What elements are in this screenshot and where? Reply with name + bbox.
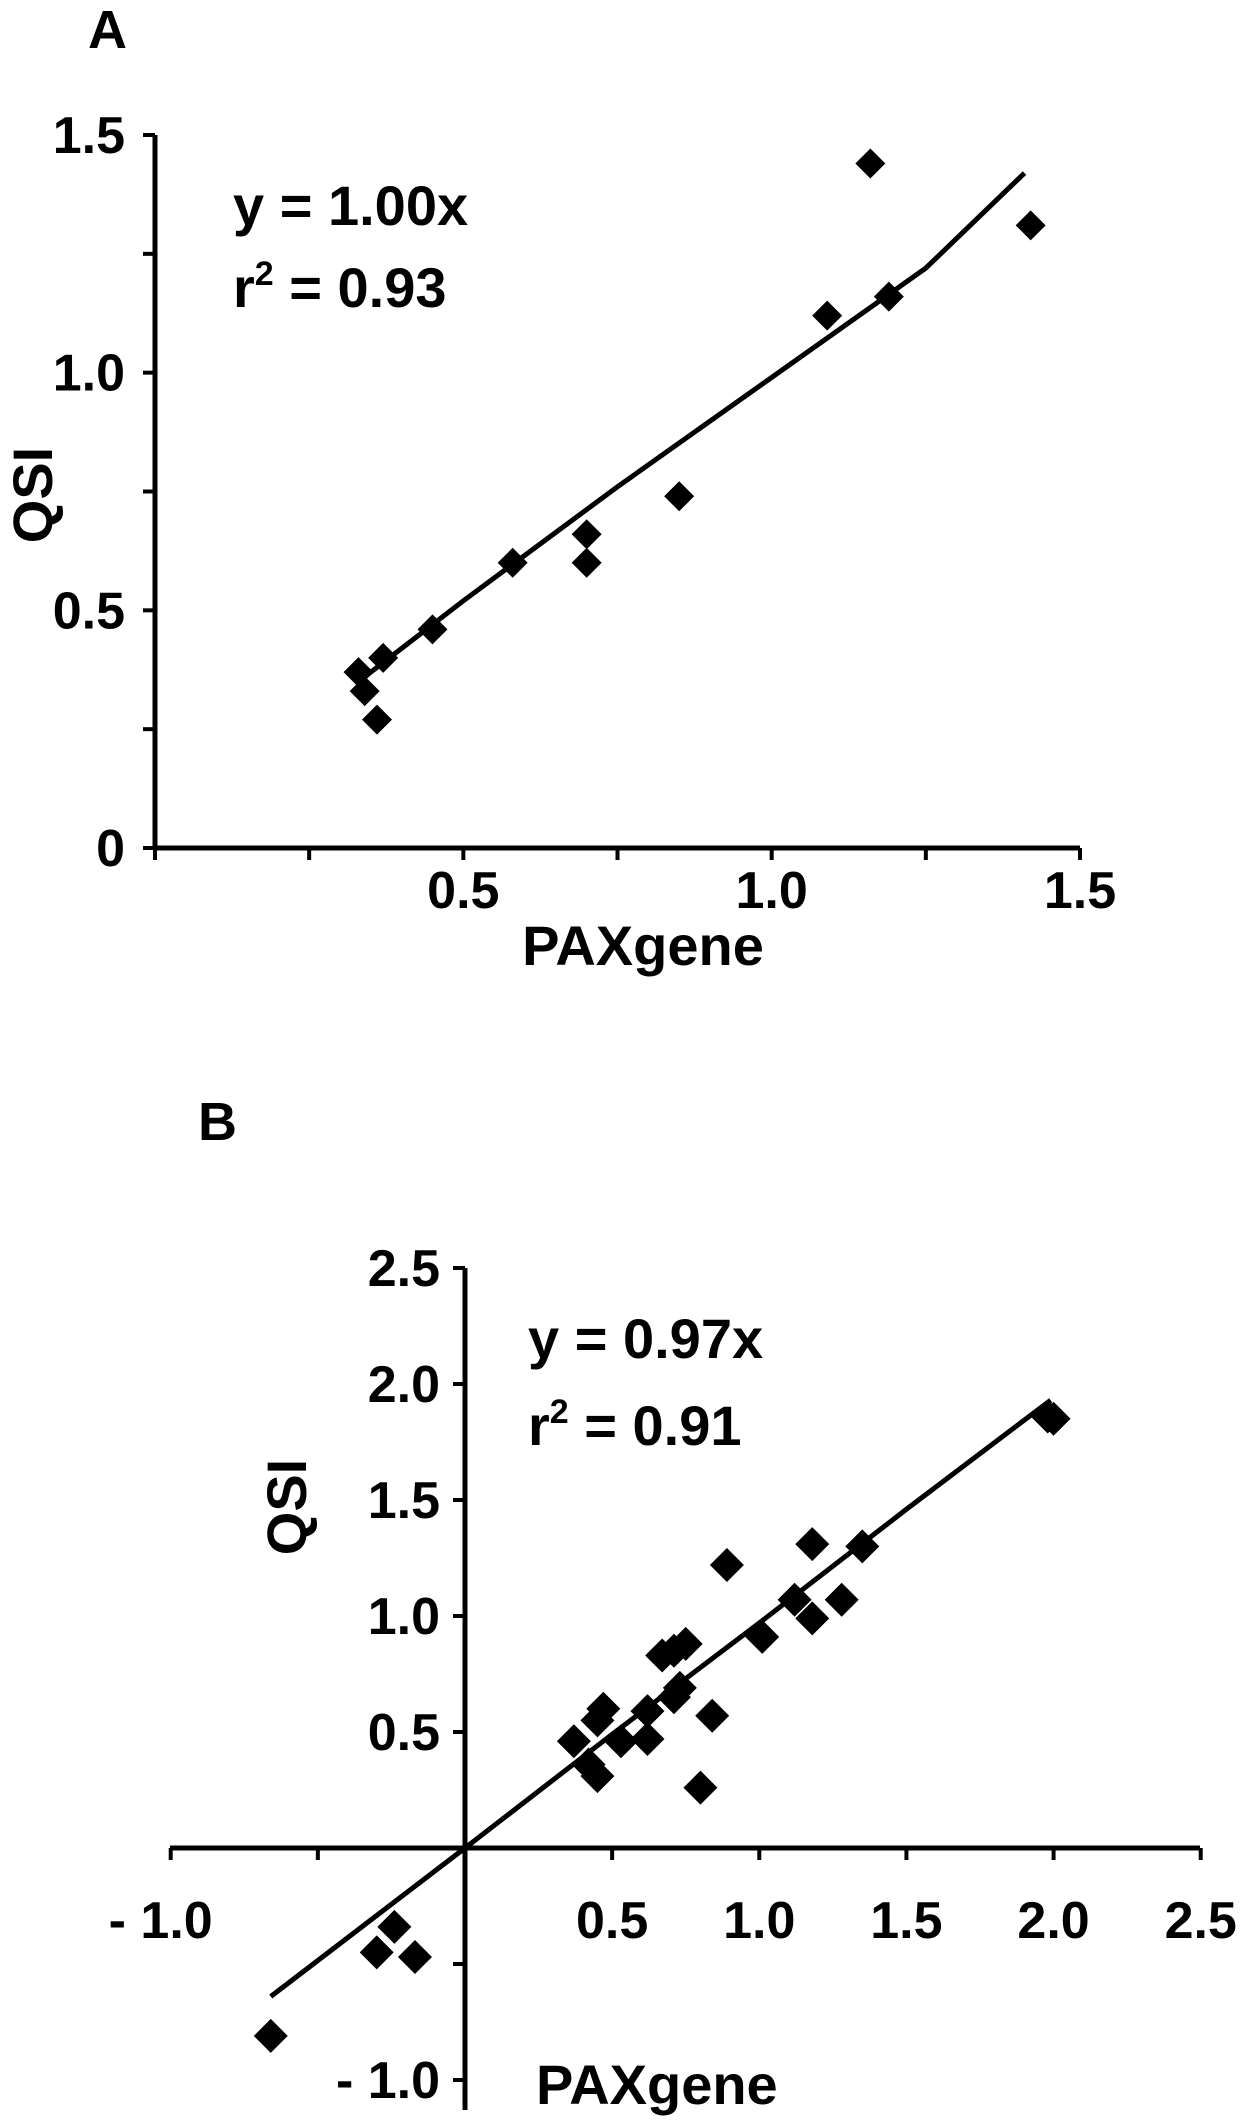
- panel-a-data-point: [571, 519, 602, 550]
- panel-a-x-tick-label: 1.5: [1044, 862, 1116, 920]
- panel-a-label: A: [88, 0, 127, 60]
- panel-b-data-point: [556, 1724, 591, 1759]
- panel-b-x-tick-label: 2.5: [1165, 1892, 1237, 1950]
- panel-b-data-point: [668, 1626, 703, 1661]
- panel-b-data-point: [662, 1670, 697, 1705]
- panel-b-data-point: [745, 1619, 780, 1654]
- panel-a-data-point: [417, 614, 448, 645]
- panel-a-data-point: [855, 148, 886, 179]
- panel-a-x-tick-label: 1.0: [736, 862, 808, 920]
- panel-b-data-point: [777, 1582, 812, 1617]
- panel-b-equation: y = 0.97x: [528, 1307, 763, 1370]
- panel-a-data-point: [571, 547, 602, 578]
- panel-a-y-tick-label: 0.5: [53, 582, 125, 640]
- panel-b-x-axis-title: PAXgene: [536, 2053, 778, 2116]
- panel-a-data-point: [362, 704, 392, 735]
- panel-a-plot: 0.5 1.0 1.5 0 0.5 1.0 1.5: [53, 107, 1116, 920]
- panel-b-y-tick-label: 2.5: [368, 1240, 440, 1298]
- panel-b-r2: r2 = 0.91: [528, 1393, 742, 1457]
- panel-b-data-point: [603, 1724, 638, 1759]
- panel-b-data-point: [824, 1582, 859, 1617]
- panel-b-data-point: [397, 1940, 432, 1975]
- panel-b-plot: - 1.0 0.5 1.0 1.5 2.0 2.5 - 1.0 0.5 1.0 1.5 2.0 2.5: [109, 1240, 1237, 2110]
- panel-b-data-point: [709, 1547, 744, 1582]
- panel-b-data-point: [580, 1759, 615, 1794]
- panel-b-data-point: [795, 1601, 830, 1636]
- panel-a-data-point: [873, 281, 904, 312]
- panel-a-data-point: [349, 676, 380, 707]
- panel-a-data-point: [1015, 210, 1046, 241]
- panel-b-y-tick-label: 2.0: [368, 1356, 440, 1414]
- panel-a-fit-line: [356, 171, 1027, 684]
- panel-a-r2: r2 = 0.93: [233, 255, 447, 319]
- panel-b-x-tick-label: 2.0: [1017, 1892, 1089, 1950]
- panel-a-data-point: [812, 300, 843, 331]
- panel-b-data-point: [253, 2018, 288, 2053]
- panel-b-data-point: [359, 1935, 394, 1970]
- panel-a-data-point: [497, 547, 528, 578]
- panel-b-data-point: [586, 1691, 621, 1726]
- panel-b-x-tick-label: 1.0: [723, 1892, 795, 1950]
- panel-a-y-tick-label: 0: [96, 820, 125, 878]
- panel-b-data-point: [845, 1529, 880, 1564]
- panel-b-y-tick-label: 1.0: [368, 1588, 440, 1646]
- panel-a-equation: y = 1.00x: [233, 174, 468, 237]
- panel-b-x-tick-label: 1.5: [870, 1892, 942, 1950]
- panel-b-y-tick-label: - 1.0: [336, 2052, 440, 2110]
- panel-a-x-tick-label: 0.5: [427, 862, 499, 920]
- panel-a-y-tick-label: 1.0: [53, 345, 125, 403]
- panel-a-y-axis-title: QSI: [1, 447, 64, 543]
- panel-a-data-point: [664, 481, 695, 512]
- panel-b-data-point: [795, 1527, 830, 1562]
- panel-b-data-point: [695, 1698, 730, 1733]
- panel-a-y-tick-label: 1.5: [53, 107, 125, 165]
- panel-b-y-axis-title: QSI: [255, 1459, 318, 1555]
- panel-b-data-point: [630, 1694, 665, 1729]
- panel-b-x-tick-label: 0.5: [576, 1892, 648, 1950]
- panel-b-data-point: [377, 1909, 412, 1944]
- panel-b-data-point: [683, 1770, 718, 1805]
- panel-a-data-point: [368, 642, 399, 673]
- panel-a-x-axis-title: PAXgene: [522, 914, 764, 977]
- panel-b-x-tick-label: - 1.0: [109, 1892, 213, 1950]
- panel-b-data-point: [630, 1721, 665, 1756]
- panel-b-label: B: [198, 1092, 237, 1152]
- panel-b-y-tick-label: 0.5: [368, 1704, 440, 1762]
- panel-b-y-tick-label: 1.5: [368, 1472, 440, 1530]
- panel-b-data-point: [1036, 1401, 1071, 1436]
